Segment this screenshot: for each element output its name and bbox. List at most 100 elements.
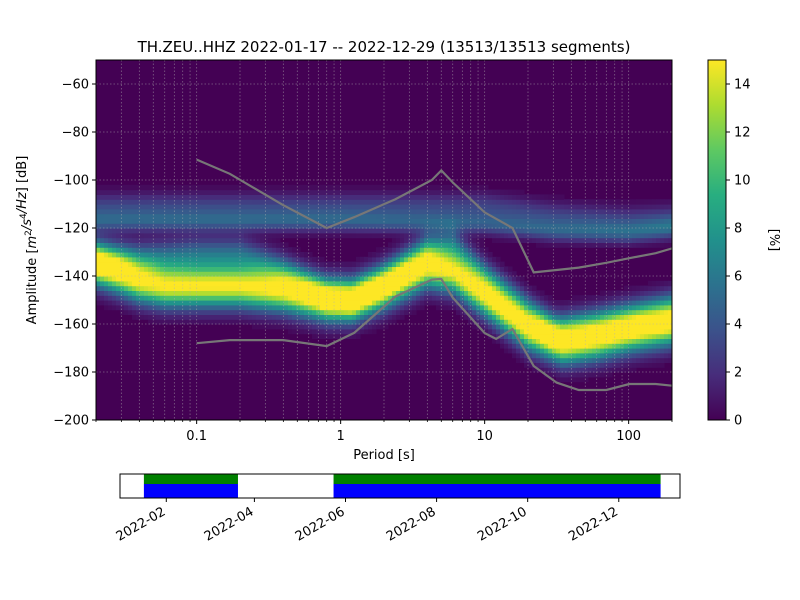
density-cell [548,223,553,229]
density-cell [220,271,225,277]
density-cell [268,314,273,320]
density-cell [392,204,397,210]
density-cell [320,184,325,191]
density-cell [664,242,669,248]
density-cell [644,223,649,229]
density-cell [640,285,645,291]
density-cell [248,314,253,320]
density-cell [648,232,653,239]
density-cell [216,314,221,320]
density-cell [344,319,349,325]
density-cell [268,242,273,248]
density-cell [416,213,421,219]
density-cell [360,194,365,200]
density-cell [156,271,161,277]
density-cell [132,208,137,215]
density-cell [408,261,413,267]
density-cell [640,352,645,359]
density-cell [624,309,629,315]
density-cell [148,290,153,296]
density-cell [360,228,365,234]
density-cell [444,280,449,287]
density-cell [540,300,545,306]
density-cell [624,285,629,291]
density-cell [396,271,401,277]
density-cell [668,338,672,344]
density-cell [560,319,565,325]
density-cell [168,256,173,263]
density-cell [112,290,117,296]
density-cell [244,304,249,311]
density-cell [128,256,133,263]
density-cell [452,271,457,277]
x-tick-label: 1 [337,429,345,444]
density-cell [248,276,253,282]
density-cell [372,256,377,263]
density-cell [564,314,569,320]
density-cell [536,300,541,306]
density-cell [292,252,297,258]
density-cell [464,213,469,219]
density-cell [432,237,437,243]
density-cell [136,276,141,282]
density-cell [328,328,333,335]
density-cell [560,228,565,234]
density-cell [144,261,149,267]
density-cell [332,295,337,301]
density-cell [264,314,269,320]
density-cell [404,256,409,263]
density-cell [112,285,117,291]
density-cell [280,285,285,291]
density-cell [604,314,609,320]
density-cell [228,204,233,210]
density-cell [356,228,361,234]
density-cell [248,266,253,272]
density-cell [420,232,425,239]
density-cell [308,290,313,296]
density-cell [528,352,533,359]
density-cell [188,276,193,282]
density-cell [192,242,197,248]
density-cell [644,228,649,234]
density-cell [368,328,373,335]
density-cell [424,194,429,200]
density-cell [600,228,605,234]
density-cell [624,223,629,229]
density-cell [104,247,109,253]
density-cell [560,376,565,383]
density-cell [216,247,221,253]
density-cell [620,237,625,243]
density-cell [476,295,481,301]
density-cell [184,319,189,325]
density-cell [232,304,237,311]
density-cell [400,232,405,239]
timeline-tick-label: 2022-04 [202,504,257,544]
density-cell [480,319,485,325]
density-cell [448,194,453,200]
density-cell [652,285,657,291]
density-cell [348,324,353,330]
density-cell [404,285,409,291]
density-cell [452,213,457,219]
density-cell [668,237,672,243]
density-cell [284,247,289,253]
density-cell [536,228,541,234]
density-cell [112,218,117,224]
density-cell [184,189,189,195]
density-cell [272,300,277,306]
density-cell [408,247,413,253]
density-cell [656,208,661,215]
density-cell [192,290,197,296]
density-cell [536,324,541,330]
density-cell [232,261,237,267]
density-cell [436,184,441,191]
density-cell [144,280,149,287]
density-cell [196,204,201,210]
density-cell [424,280,429,287]
density-cell [516,314,521,320]
density-cell [284,295,289,301]
density-cell [480,223,485,229]
y-tick-label: −100 [53,174,89,189]
density-cell [556,213,561,219]
density-cell [580,300,585,306]
